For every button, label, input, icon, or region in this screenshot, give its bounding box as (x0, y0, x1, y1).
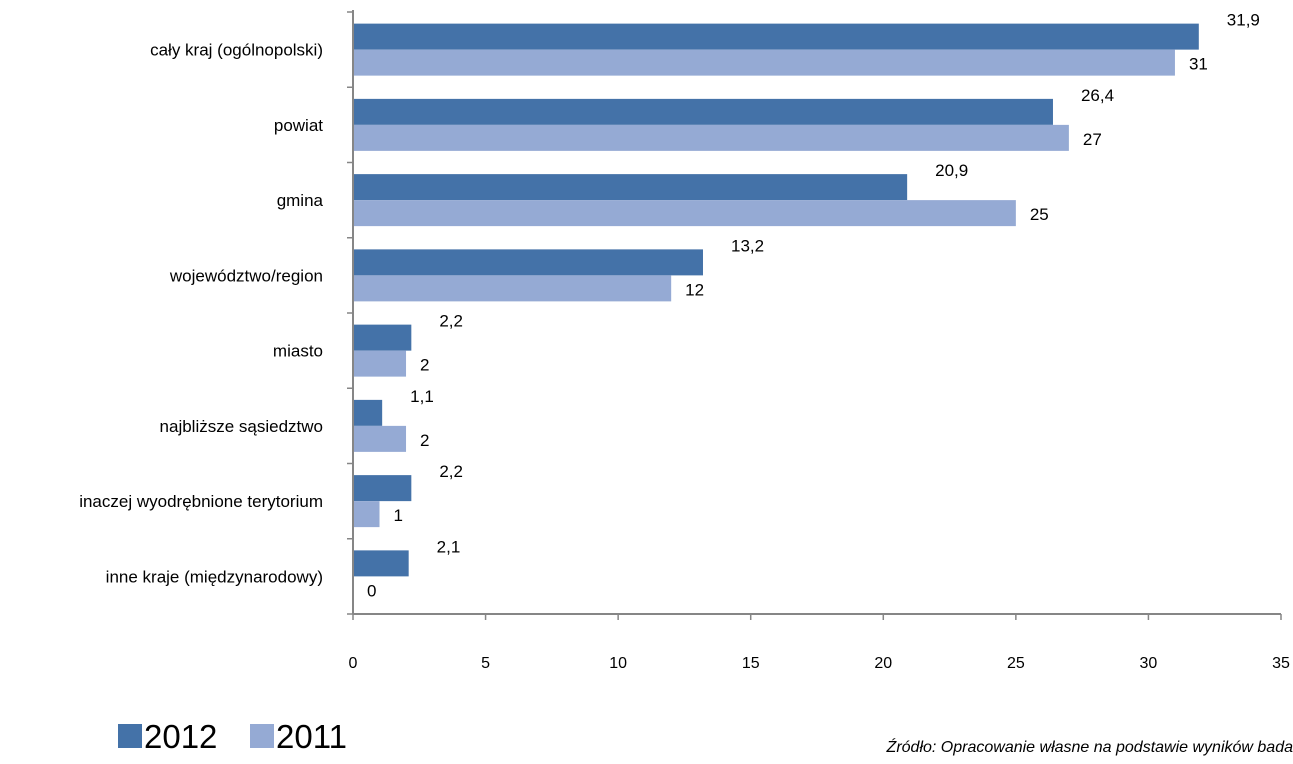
x-tick-label: 0 (349, 655, 358, 672)
x-tick-label: 15 (742, 655, 760, 672)
category-label: miasto (273, 342, 323, 361)
data-label-2012: 1,1 (410, 387, 434, 406)
data-label-2012: 2,2 (439, 312, 463, 331)
bar-2011 (353, 49, 1175, 76)
data-label-2011: 2 (420, 431, 429, 450)
bar-2012 (353, 98, 1053, 125)
data-label-2011: 31 (1189, 55, 1208, 74)
legend-label-2011: 2011 (276, 718, 347, 755)
bar-2011 (353, 425, 407, 452)
category-label: najbliższe sąsiedztwo (160, 417, 323, 436)
category-label: inne kraje (międzynarodowy) (106, 567, 323, 586)
data-label-2012: 26,4 (1081, 86, 1114, 105)
bar-2012 (353, 324, 412, 351)
x-tick-label: 35 (1272, 655, 1290, 672)
data-label-2012: 2,2 (439, 462, 463, 481)
bar-2011 (353, 124, 1069, 151)
legend-label-2012: 2012 (144, 718, 217, 755)
legend-swatch-2011 (250, 724, 274, 748)
bar-2011 (353, 275, 672, 302)
data-label-2012: 13,2 (731, 236, 764, 255)
x-tick-label: 20 (874, 655, 892, 672)
labels-layer: cały kraj (ogólnopolski) 31,9 31 powiat 26,4… (79, 11, 1260, 601)
category-label: województwo/region (169, 266, 323, 285)
axes-layer: 0 5 10 15 20 25 30 35 (347, 10, 1290, 672)
data-label-2011: 2 (420, 356, 429, 375)
data-label-2011: 12 (685, 280, 704, 299)
bar-2011 (353, 350, 407, 377)
data-label-2011: 1 (394, 506, 403, 525)
bar-2011 (353, 501, 380, 528)
bar-2012 (353, 475, 412, 502)
category-label: inaczej wyodrębnione terytorium (79, 492, 323, 511)
bar-2012 (353, 174, 908, 201)
x-tick-label: 25 (1007, 655, 1025, 672)
data-label-2012: 31,9 (1227, 11, 1260, 30)
x-tick-label: 5 (481, 655, 490, 672)
bar-2012 (353, 249, 703, 276)
data-label-2011: 25 (1030, 205, 1049, 224)
x-tick-label: 30 (1140, 655, 1158, 672)
bar-2012 (353, 399, 383, 426)
bar-2011 (353, 200, 1016, 227)
data-label-2011: 0 (367, 581, 376, 600)
category-label: powiat (274, 116, 323, 135)
legend-swatch-2012 (118, 724, 142, 748)
data-label-2012: 2,1 (437, 537, 461, 556)
category-label: gmina (277, 191, 324, 210)
category-label: cały kraj (ogólnopolski) (150, 41, 323, 60)
legend: 2012 2011 (118, 718, 347, 755)
bar-2012 (353, 550, 409, 577)
data-label-2012: 20,9 (935, 161, 968, 180)
bar-2012 (353, 23, 1199, 50)
x-tick-label: 10 (609, 655, 627, 672)
source-note: Źródło: Opracowanie własne na podstawie … (886, 737, 1293, 756)
bars-layer (353, 23, 1199, 577)
data-label-2011: 27 (1083, 130, 1102, 149)
